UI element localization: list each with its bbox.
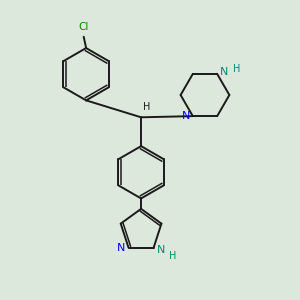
Text: H: H	[142, 102, 150, 112]
Text: H: H	[169, 251, 176, 261]
Text: N: N	[220, 68, 229, 77]
Text: N: N	[182, 110, 190, 121]
Text: Cl: Cl	[78, 22, 88, 32]
Text: N: N	[157, 245, 165, 255]
Text: N: N	[117, 243, 125, 253]
Text: H: H	[232, 64, 240, 74]
